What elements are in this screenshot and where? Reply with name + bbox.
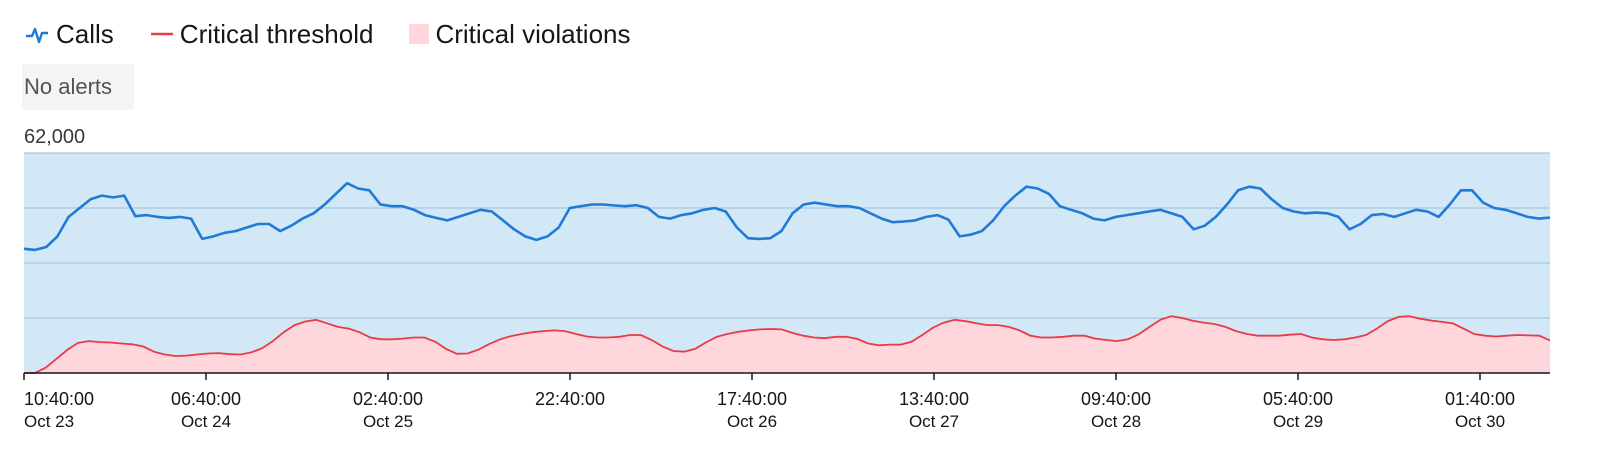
legend: Calls Critical threshold Critical violat… [24,14,631,54]
x-tick-date-label: Oct 26 [727,412,777,431]
legend-label-threshold: Critical threshold [179,18,374,49]
x-tick-date-label: Oct 23 [24,412,74,431]
x-tick-time-label: 13:40:00 [899,389,969,409]
gridlines [24,152,1550,319]
legend-label-violations: Critical violations [435,18,631,49]
x-axis-ticks: 10:40:00 Oct 23 06:40:00 Oct 24 02:40:00 Oct … [23,373,1515,431]
alerts-label: No alerts [24,74,113,99]
legend-item-threshold[interactable]: Critical threshold [150,18,374,50]
x-tick-date-label: Oct 29 [1273,412,1323,431]
line-swatch-icon [150,32,173,36]
alerts-status: No alerts [22,64,134,110]
x-tick-time-label: 17:40:00 [717,389,787,409]
critical-threshold-line [24,315,1551,374]
x-tick-date-label: Oct 30 [1455,412,1505,431]
y-axis-max-label: 62,000 [24,126,86,148]
pulse-icon [26,27,48,44]
x-tick-time-label: 09:40:00 [1081,389,1151,409]
x-tick-time-label: 10:40:00 [24,389,94,409]
x-tick-date-label: Oct 27 [909,412,959,431]
area-swatch-icon [409,24,430,44]
x-tick-time-label: 01:40:00 [1445,389,1515,409]
legend-item-violations[interactable]: Critical violations [409,18,631,50]
x-tick-time-label: 05:40:00 [1263,389,1333,409]
x-tick-time-label: 22:40:00 [535,389,605,409]
critical-violations-area [24,316,1550,373]
x-tick-date-label: Oct 25 [363,412,413,431]
x-tick-time-label: 02:40:00 [353,389,423,409]
x-tick-time-label: 06:40:00 [171,389,241,409]
legend-item-calls[interactable]: Calls [24,19,114,50]
x-tick-date-label: Oct 28 [1091,412,1141,431]
calls-line [23,181,1551,252]
legend-label-calls: Calls [56,18,114,49]
x-tick-date-label: Oct 24 [181,412,231,431]
